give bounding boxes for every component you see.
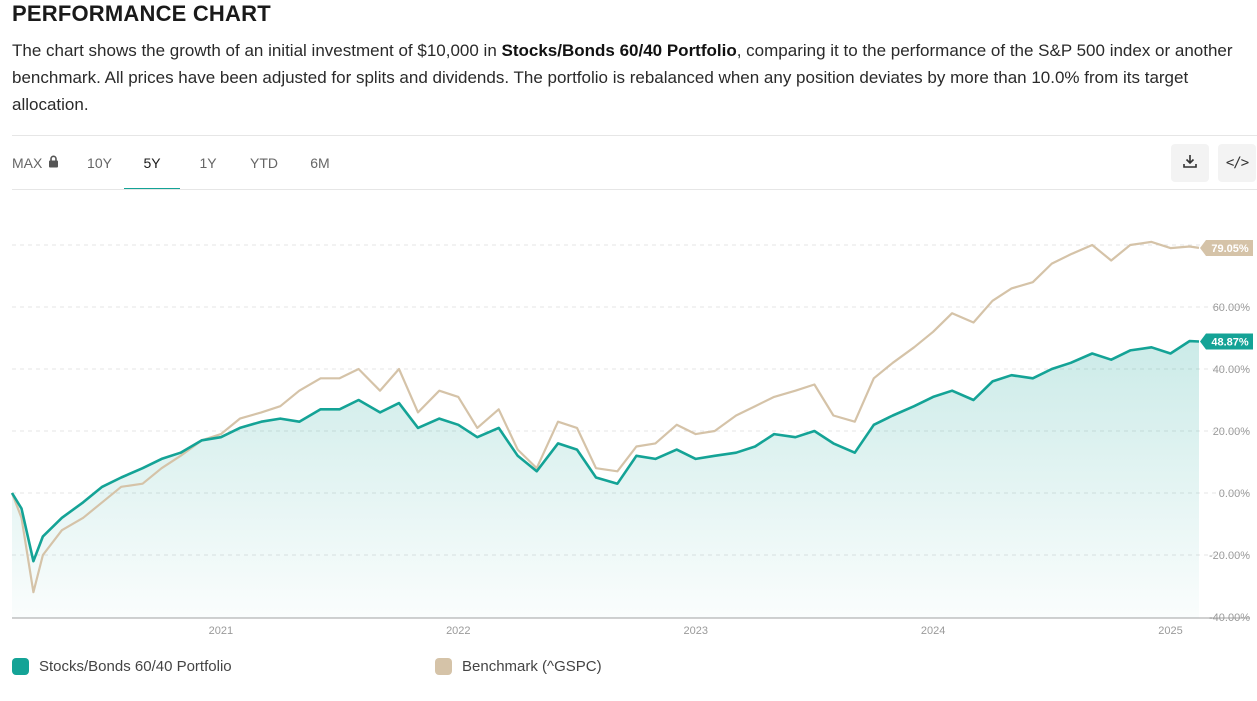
value-tag-bg — [1200, 239, 1253, 256]
performance-chart: -40.00% -20.00% 0.00% 20.00% 40.00% 60.00% 202… — [10, 239, 1253, 637]
period-tabs: MAX 10Y 5Y 1Y YTD 6M — [12, 136, 348, 190]
embed-button[interactable]: </> — [1218, 144, 1256, 182]
legend-label: Benchmark (^GSPC) — [462, 657, 602, 675]
y-tick-label: 40.00% — [1213, 364, 1251, 376]
tab-1y[interactable]: 1Y — [199, 154, 217, 171]
x-tick-label: 2023 — [683, 625, 707, 637]
page-title: PERFORMANCE CHART — [12, 1, 271, 26]
download-icon — [1182, 153, 1198, 174]
x-tick-label: 2022 — [446, 625, 470, 637]
tab-label: MAX — [12, 154, 43, 171]
portfolio-area — [12, 341, 1199, 618]
x-tick-label: 2021 — [209, 625, 233, 637]
y-tick-label: 60.00% — [1213, 302, 1251, 314]
legend-item-portfolio[interactable]: Stocks/Bonds 60/40 Portfolio — [12, 657, 232, 675]
divider — [12, 189, 1257, 190]
divider — [12, 135, 1257, 136]
y-tick-label: -40.00% — [1209, 612, 1250, 624]
portfolio-line — [10, 339, 1200, 563]
tab-max[interactable]: MAX — [12, 136, 75, 189]
benchmark-line — [10, 240, 1200, 594]
lock-icon — [48, 155, 59, 171]
legend-swatch — [12, 657, 29, 675]
legend-swatch — [435, 657, 452, 675]
legend-item-benchmark[interactable]: Benchmark (^GSPC) — [435, 657, 602, 675]
y-tick-label: -20.00% — [1209, 550, 1250, 562]
x-tick-label: 2025 — [1158, 625, 1182, 637]
tab-5y[interactable]: 5Y — [124, 136, 180, 190]
description-intro: The chart shows the growth of an initial… — [12, 41, 502, 60]
x-tick-label: 2024 — [921, 625, 945, 637]
tab-ytd[interactable]: YTD — [250, 154, 278, 171]
chart-description: The chart shows the growth of an initial… — [12, 37, 1247, 118]
tab-6m[interactable]: 6M — [310, 154, 330, 171]
portfolio-value-tag: 48.87% — [1200, 333, 1253, 350]
legend-label: Stocks/Bonds 60/40 Portfolio — [39, 657, 232, 675]
y-tick-label: 20.00% — [1213, 426, 1251, 438]
value-tag-label: 48.87% — [1211, 337, 1249, 349]
value-tag-bg — [1200, 333, 1253, 350]
description-body: , comparing it to the performance of the… — [12, 41, 1233, 114]
benchmark-value-tag: 79.05% — [1200, 239, 1253, 256]
portfolio-name: Stocks/Bonds 60/40 Portfolio — [501, 41, 737, 60]
tab-10y[interactable]: 10Y — [87, 154, 112, 171]
download-button[interactable] — [1171, 144, 1209, 182]
code-icon: </> — [1225, 155, 1249, 171]
value-tag-label: 79.05% — [1211, 243, 1249, 255]
y-tick-label: 0.00% — [1219, 488, 1250, 500]
